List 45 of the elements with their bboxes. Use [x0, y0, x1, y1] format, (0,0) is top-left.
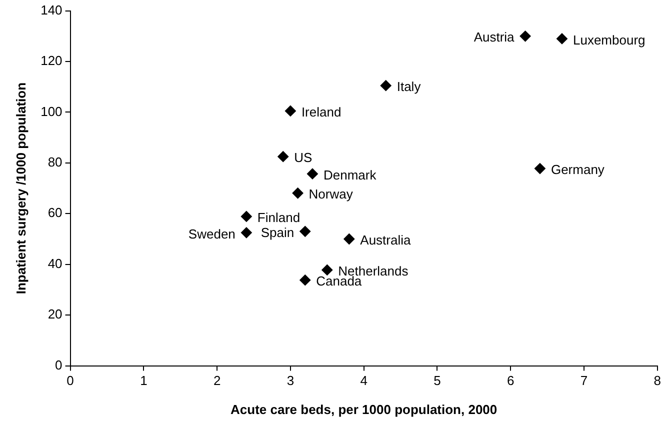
x-tick-label: 4	[360, 373, 368, 388]
data-label: Denmark	[323, 167, 377, 182]
data-label: Spain	[260, 224, 294, 240]
x-axis-title: Acute care beds, per 1000 population, 2000	[230, 402, 498, 417]
y-tick-label: 80	[48, 154, 62, 170]
x-tick-label: 7	[580, 373, 588, 388]
data-label: Norway	[308, 186, 354, 202]
x-tick-label: 5	[434, 373, 441, 388]
point	[300, 274, 311, 286]
data-label: Finland	[257, 210, 300, 226]
data-label: Australia	[360, 232, 412, 248]
y-tick-label: 60	[48, 205, 62, 220]
y-tick-label: 20	[48, 306, 62, 322]
point	[534, 163, 546, 174]
point	[344, 234, 355, 245]
x-tick-label: 2	[213, 373, 221, 388]
y-tick-label: 0	[55, 357, 62, 372]
x-tick-label: 6	[506, 373, 514, 388]
point	[284, 105, 296, 116]
point	[278, 151, 289, 162]
point	[556, 33, 568, 44]
data-label: Italy	[396, 79, 422, 94]
data-label: Ireland	[301, 104, 342, 120]
y-tick-label: 40	[48, 256, 62, 271]
point	[240, 227, 252, 238]
point	[322, 264, 333, 276]
data-label: Germany	[550, 162, 605, 178]
y-axis-title: Inpatient surgery /1000 population	[13, 82, 28, 294]
x-tick-label: 8	[654, 373, 661, 388]
point	[306, 168, 318, 180]
data-label: Sweden	[188, 226, 236, 242]
x-tick-label: 1	[140, 373, 148, 388]
point	[292, 188, 304, 199]
y-tick-label: 120	[40, 53, 62, 68]
y-tick-label: 100	[40, 104, 62, 119]
x-tick-label: 3	[286, 373, 294, 388]
data-label: Luxembourg	[572, 32, 646, 48]
point	[300, 226, 311, 237]
point	[240, 210, 252, 222]
x-tick-label: 0	[66, 373, 74, 388]
point	[380, 80, 392, 92]
data-label: Austria	[474, 30, 516, 45]
data-label: US	[294, 150, 312, 166]
point	[520, 30, 531, 42]
y-tick-label: 140	[40, 2, 62, 18]
